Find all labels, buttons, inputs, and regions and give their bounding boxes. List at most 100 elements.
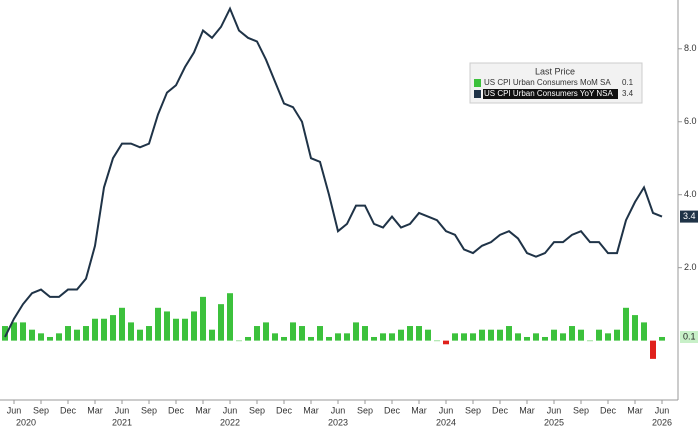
bar bbox=[587, 340, 593, 342]
bar bbox=[488, 329, 494, 341]
bar bbox=[452, 333, 458, 341]
bar bbox=[470, 333, 476, 341]
bar bbox=[2, 326, 8, 341]
last-value-tag bbox=[680, 330, 698, 343]
x-tick-label: Dec bbox=[600, 405, 617, 415]
bar bbox=[623, 307, 629, 341]
x-year-label: 2025 bbox=[544, 417, 564, 427]
bar bbox=[569, 326, 575, 341]
bar bbox=[641, 322, 647, 341]
y-tick-label: 4.0 bbox=[684, 189, 697, 199]
x-tick-label: Sep bbox=[249, 405, 265, 415]
bar bbox=[524, 336, 530, 341]
x-tick-label: Dec bbox=[60, 405, 77, 415]
x-year-label: 2024 bbox=[436, 417, 456, 427]
x-tick-label: Mar bbox=[519, 405, 535, 415]
bar bbox=[83, 326, 89, 341]
bar bbox=[65, 326, 71, 341]
legend-value: 0.1 bbox=[622, 78, 634, 87]
legend-value: 3.4 bbox=[622, 89, 634, 98]
bar bbox=[353, 322, 359, 341]
bar bbox=[632, 315, 638, 341]
last-value-label: 3.4 bbox=[683, 211, 696, 221]
last-value-label: 0.1 bbox=[683, 331, 696, 341]
bar bbox=[29, 329, 35, 341]
x-year-label: 2020 bbox=[16, 417, 36, 427]
bar bbox=[443, 340, 449, 345]
bar bbox=[506, 326, 512, 341]
x-tick-label: Jun bbox=[547, 405, 562, 415]
legend-label: US CPI Urban Consumers YoY NSA bbox=[484, 89, 613, 98]
legend-swatch bbox=[474, 90, 481, 98]
bar bbox=[362, 326, 368, 341]
x-year-label: 2026 bbox=[652, 417, 672, 427]
x-tick-label: Jun bbox=[115, 405, 130, 415]
bar bbox=[425, 329, 431, 341]
x-tick-label: Jun bbox=[331, 405, 346, 415]
bar bbox=[209, 329, 215, 341]
last-value-tag bbox=[680, 210, 698, 223]
bar bbox=[497, 329, 503, 341]
bar bbox=[371, 336, 377, 341]
bar bbox=[182, 318, 188, 341]
x-tick-label: Jun bbox=[655, 405, 670, 415]
x-tick-label: Mar bbox=[411, 405, 427, 415]
bar bbox=[560, 333, 566, 341]
legend-swatch bbox=[474, 79, 481, 87]
bar bbox=[344, 333, 350, 341]
bar bbox=[92, 318, 98, 341]
bar bbox=[308, 336, 314, 341]
bar bbox=[38, 333, 44, 341]
y-tick-label: 6.0 bbox=[684, 116, 697, 126]
line bbox=[4, 6, 663, 338]
bar bbox=[164, 311, 170, 341]
bar bbox=[47, 336, 53, 341]
bar bbox=[191, 311, 197, 341]
x-tick-label: Jun bbox=[223, 405, 238, 415]
bar bbox=[200, 296, 206, 341]
bar bbox=[128, 322, 134, 341]
bar bbox=[290, 322, 296, 341]
x-tick-label: Dec bbox=[384, 405, 401, 415]
x-tick-label: Sep bbox=[141, 405, 157, 415]
y-tick-label: 2.0 bbox=[684, 262, 697, 272]
bar bbox=[389, 333, 395, 341]
bar bbox=[380, 333, 386, 341]
bar bbox=[155, 307, 161, 341]
x-tick-label: Dec bbox=[492, 405, 509, 415]
bar bbox=[605, 333, 611, 341]
bar bbox=[299, 326, 305, 341]
bar bbox=[407, 326, 413, 341]
x-tick-label: Sep bbox=[465, 405, 481, 415]
x-year-label: 2023 bbox=[328, 417, 348, 427]
x-tick-label: Mar bbox=[195, 405, 211, 415]
x-tick-label: Jun bbox=[439, 405, 454, 415]
bar bbox=[146, 326, 152, 341]
x-year-label: 2022 bbox=[220, 417, 240, 427]
x-tick-label: Dec bbox=[168, 405, 185, 415]
x-tick-label: Jun bbox=[7, 405, 22, 415]
bar bbox=[398, 329, 404, 341]
legend-label: US CPI Urban Consumers MoM SA bbox=[484, 78, 611, 87]
bar bbox=[245, 336, 251, 341]
bar bbox=[551, 329, 557, 341]
bar bbox=[317, 326, 323, 341]
bar bbox=[281, 336, 287, 341]
bar bbox=[101, 318, 107, 341]
bar bbox=[326, 336, 332, 341]
bar bbox=[218, 304, 224, 341]
bar bbox=[515, 333, 521, 341]
bar bbox=[254, 326, 260, 341]
bar bbox=[11, 322, 17, 341]
bar bbox=[110, 315, 116, 341]
bar bbox=[659, 336, 665, 341]
bar bbox=[614, 329, 620, 341]
legend-title: Last Price bbox=[535, 66, 575, 76]
bar bbox=[434, 340, 440, 342]
x-tick-label: Mar bbox=[627, 405, 643, 415]
bar bbox=[263, 322, 269, 341]
bar bbox=[479, 329, 485, 341]
x-tick-label: Mar bbox=[87, 405, 103, 415]
bar bbox=[461, 333, 467, 341]
